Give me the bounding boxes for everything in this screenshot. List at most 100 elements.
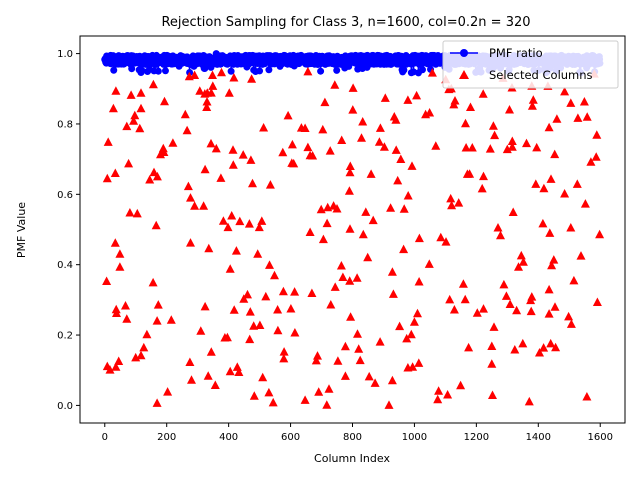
selected-column-point xyxy=(311,355,321,365)
selected-column-point xyxy=(535,348,544,357)
selected-column-point xyxy=(478,89,488,98)
selected-column-point xyxy=(318,234,328,244)
selected-column-point xyxy=(384,400,394,409)
selected-column-point xyxy=(225,366,235,376)
selected-column-point xyxy=(447,200,457,210)
selected-column-point xyxy=(211,143,221,153)
selected-column-point xyxy=(358,117,368,126)
selected-column-point xyxy=(544,309,554,318)
selected-column-point xyxy=(110,168,120,177)
pmf-ratio-point xyxy=(400,66,408,74)
selected-column-point xyxy=(388,289,398,298)
selected-column-point xyxy=(121,301,130,310)
x-tick-label: 400 xyxy=(219,432,238,443)
selected-column-point xyxy=(153,300,163,309)
selected-column-point xyxy=(586,157,596,166)
selected-column-point xyxy=(424,259,434,268)
selected-column-point xyxy=(200,301,210,311)
selected-column-point xyxy=(458,279,468,288)
selected-column-point xyxy=(238,150,248,159)
selected-column-point xyxy=(434,386,444,395)
selected-column-point xyxy=(518,257,528,266)
selected-column-point xyxy=(223,222,233,232)
selected-column-point xyxy=(208,70,217,79)
x-tick-label: 200 xyxy=(157,432,176,443)
selected-column-point xyxy=(412,90,422,100)
selected-column-point xyxy=(243,289,252,299)
y-tick-label: 0.2 xyxy=(57,331,73,342)
selected-column-point xyxy=(126,90,136,99)
selected-column-point xyxy=(592,297,602,306)
y-tick-label: 0.4 xyxy=(57,260,73,271)
selected-column-point xyxy=(190,70,200,79)
selected-column-point xyxy=(130,110,140,120)
pmf-ratio-point xyxy=(256,67,264,75)
pmf-ratio-point xyxy=(227,67,235,75)
selected-column-point xyxy=(332,204,342,213)
selected-column-point xyxy=(290,287,300,296)
x-axis-label: Column Index xyxy=(314,452,390,465)
selected-column-point xyxy=(168,138,178,147)
selected-column-point xyxy=(300,395,310,404)
selected-column-point xyxy=(403,363,413,372)
selected-column-point xyxy=(158,143,168,153)
y-axis-label: PMF Value xyxy=(15,202,28,258)
selected-column-point xyxy=(320,97,330,107)
selected-column-point xyxy=(202,97,212,106)
pmf-ratio-point xyxy=(317,67,325,75)
selected-column-point xyxy=(245,334,255,344)
selected-column-point xyxy=(595,229,605,239)
selected-column-point xyxy=(135,123,145,133)
selected-column-point xyxy=(527,101,537,110)
selected-column-point xyxy=(314,387,324,396)
selected-column-point xyxy=(279,347,289,356)
selected-column-point xyxy=(196,326,206,335)
selected-column-point xyxy=(142,329,152,339)
legend-pmf-ratio-label: PMF ratio xyxy=(489,46,543,60)
selected-column-point xyxy=(333,356,343,365)
selected-column-point xyxy=(421,109,431,119)
selected-column-point xyxy=(300,123,310,132)
x-tick-label: 1400 xyxy=(526,432,551,443)
chart-title: Rejection Sampling for Class 3, n=1600, … xyxy=(161,15,530,30)
selected-column-point xyxy=(538,218,548,228)
selected-column-point xyxy=(375,337,385,346)
selected-column-point xyxy=(182,125,192,135)
selected-column-point xyxy=(225,264,235,273)
selected-column-point xyxy=(199,201,209,210)
pmf-ratio-point xyxy=(265,66,273,74)
selected-column-point xyxy=(340,341,350,351)
pmf-ratio-point xyxy=(154,67,162,75)
selected-column-point xyxy=(330,282,340,291)
selected-column-point xyxy=(522,138,531,148)
selected-column-point xyxy=(337,135,347,144)
selected-column-point xyxy=(254,222,264,232)
selected-column-point xyxy=(239,294,249,303)
selected-column-point xyxy=(386,203,396,212)
selected-column-point xyxy=(136,350,146,360)
selected-column-point xyxy=(216,173,226,182)
selected-column-point xyxy=(318,124,328,134)
selected-column-point xyxy=(345,161,355,170)
selected-column-point xyxy=(187,375,196,384)
selected-column-point xyxy=(507,142,517,151)
selected-column-point xyxy=(279,353,289,363)
selected-column-point xyxy=(566,98,576,107)
selected-column-point xyxy=(322,218,332,228)
selected-column-point xyxy=(566,223,576,232)
selected-column-point xyxy=(433,394,443,404)
selected-column-point xyxy=(582,112,592,121)
selected-column-point xyxy=(290,328,300,337)
selected-column-point xyxy=(508,207,518,216)
selected-column-point xyxy=(136,88,146,97)
selected-columns-series xyxy=(102,66,605,409)
selected-column-point xyxy=(413,308,422,318)
selected-column-point xyxy=(129,116,139,125)
selected-column-point xyxy=(307,288,317,297)
selected-column-point xyxy=(185,357,195,366)
selected-column-point xyxy=(510,345,520,354)
x-tick-label: 1200 xyxy=(464,432,489,443)
selected-column-point xyxy=(115,262,125,271)
y-tick-label: 0.0 xyxy=(57,401,73,412)
selected-column-point xyxy=(546,338,556,348)
